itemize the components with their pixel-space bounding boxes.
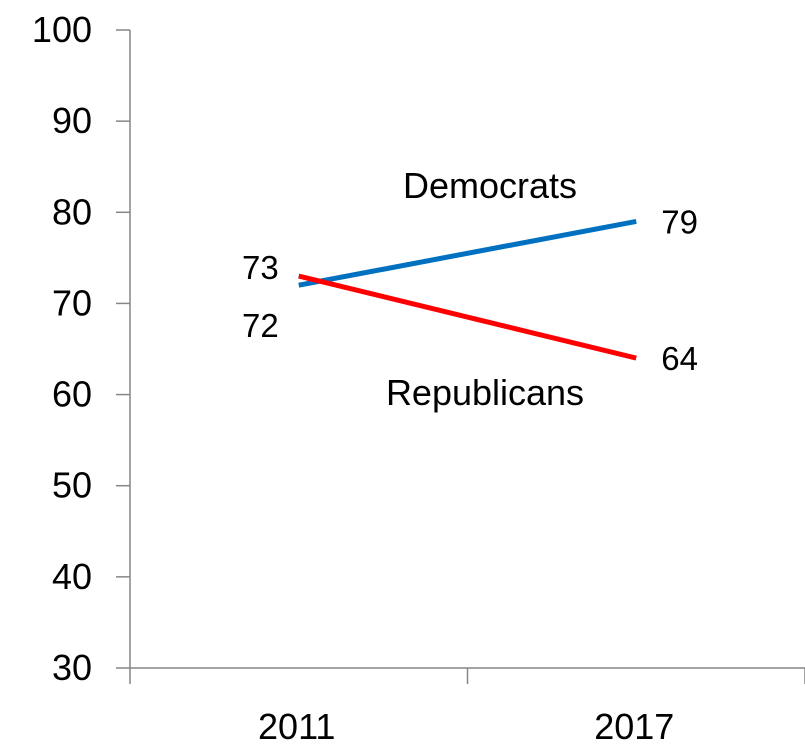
y-tick-label: 60 [52, 374, 92, 415]
axes [129, 30, 805, 684]
x-tick-labels: 2011 2017 [258, 706, 674, 747]
y-tick-label: 50 [52, 465, 92, 506]
x-tick-label: 2011 [258, 706, 335, 747]
y-tick-label: 30 [52, 647, 92, 688]
data-label: 64 [661, 340, 698, 377]
x-tick-label: 2017 [594, 706, 674, 747]
y-tick-label: 70 [52, 282, 92, 323]
y-tick-label: 80 [52, 191, 92, 232]
data-label: 73 [242, 249, 279, 286]
y-tick-label: 100 [32, 9, 92, 50]
data-labels: 72 79 73 64 [242, 203, 698, 377]
y-tick-label: 90 [52, 100, 92, 141]
y-tick-label: 40 [52, 556, 92, 597]
series-lines [298, 218, 637, 361]
y-ticks: 30 40 50 60 70 80 90 100 [32, 9, 130, 688]
series-label-democrats: Democrats [403, 165, 577, 206]
data-label: 72 [242, 307, 279, 344]
data-label: 79 [661, 203, 698, 240]
series-label-republicans: Republicans [386, 372, 584, 413]
series-line-democrats [298, 218, 637, 288]
series-line-republicans [298, 273, 637, 361]
